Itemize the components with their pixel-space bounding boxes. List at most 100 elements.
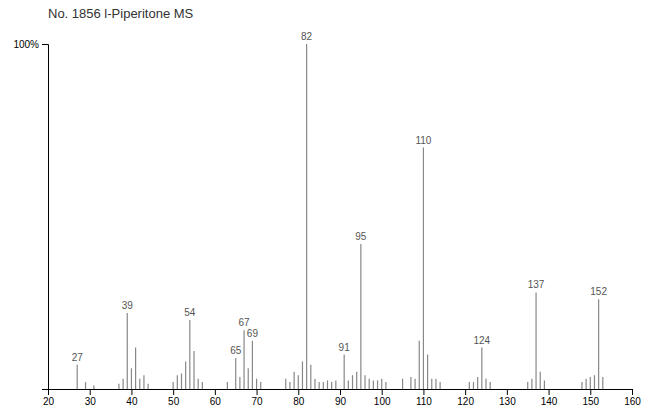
- peak: [373, 380, 374, 389]
- x-tick-mark: [340, 389, 341, 395]
- x-tick-mark: [131, 389, 132, 395]
- peak: [118, 384, 119, 389]
- peak: [410, 377, 411, 389]
- peak-label: 69: [247, 328, 259, 339]
- peak: [481, 348, 482, 389]
- peak: [344, 355, 345, 390]
- peak: [360, 244, 361, 389]
- peak: [239, 377, 240, 389]
- peak: [402, 379, 403, 389]
- peak: [331, 382, 332, 389]
- peak: [586, 379, 587, 389]
- peak-label: 110: [415, 135, 431, 146]
- peak-label: 91: [339, 342, 351, 353]
- peak: [173, 382, 174, 389]
- peak: [185, 361, 186, 389]
- x-tick-mark: [173, 389, 174, 395]
- peak: [243, 330, 244, 389]
- y-axis-line: [42, 45, 49, 390]
- peak: [285, 379, 286, 389]
- x-tick: 150: [582, 389, 599, 407]
- y-axis: 100%: [13, 39, 48, 390]
- x-tick: 30: [85, 389, 97, 407]
- peak: [419, 341, 420, 389]
- peak-label: 124: [473, 335, 490, 346]
- x-tick-mark: [549, 389, 550, 395]
- x-tick: 20: [43, 389, 55, 407]
- peak: [139, 379, 140, 389]
- peaks: [77, 44, 603, 389]
- peak: [356, 372, 357, 389]
- x-axis: 20 30 40 50 60 70 80 90 100 110 120 130 140 150 160: [43, 389, 641, 407]
- peak: [235, 358, 236, 389]
- peak: [248, 368, 249, 389]
- peak: [435, 379, 436, 389]
- x-tick-label: 80: [293, 396, 305, 407]
- x-tick: 70: [252, 389, 264, 407]
- peak: [227, 382, 228, 389]
- x-tick: 80: [293, 389, 305, 407]
- peak: [189, 320, 190, 389]
- x-tick: 90: [335, 389, 347, 407]
- x-tick-label: 160: [624, 396, 641, 407]
- x-tick: 40: [126, 389, 138, 407]
- peak-label: 67: [238, 317, 250, 328]
- chart: 20 30 40 50 60 70 80 90 100 110 120 130 140 150 160 100…: [0, 0, 650, 419]
- x-tick: 140: [541, 389, 558, 407]
- peak: [302, 361, 303, 389]
- x-tick-label: 70: [252, 396, 264, 407]
- peak: [260, 382, 261, 389]
- x-tick-label: 40: [126, 396, 138, 407]
- peak: [294, 372, 295, 389]
- peak: [527, 382, 528, 389]
- peak: [298, 375, 299, 389]
- x-tick: 50: [168, 389, 180, 407]
- peak: [93, 386, 94, 389]
- peak: [414, 379, 415, 389]
- peak: [85, 382, 86, 389]
- peak: [469, 382, 470, 389]
- peak: [590, 377, 591, 389]
- peak: [310, 365, 311, 389]
- x-tick-label: 150: [582, 396, 599, 407]
- peak: [289, 382, 290, 389]
- x-tick-mark: [423, 389, 424, 395]
- x-tick-mark: [382, 389, 383, 395]
- peak: [352, 375, 353, 389]
- x-tick-mark: [590, 389, 591, 395]
- peak: [127, 313, 128, 389]
- x-tick: 60: [210, 389, 222, 407]
- peak-label: 95: [355, 231, 367, 242]
- peak: [193, 351, 194, 389]
- x-tick-label: 20: [43, 396, 55, 407]
- x-tick-label: 140: [541, 396, 558, 407]
- peak: [306, 44, 307, 389]
- peak-label: 39: [122, 300, 134, 311]
- peak: [440, 382, 441, 389]
- peak: [485, 379, 486, 389]
- x-tick-label: 30: [85, 396, 97, 407]
- peak: [256, 379, 257, 389]
- peak: [423, 148, 424, 390]
- plot: 20 30 40 50 60 70 80 90 100 110 120 130 140 150 160 100…: [13, 31, 641, 407]
- x-tick: 110: [416, 389, 432, 407]
- x-tick: 100: [374, 389, 391, 407]
- x-tick-label: 130: [499, 396, 516, 407]
- peak: [252, 341, 253, 389]
- peak: [135, 348, 136, 389]
- x-tick-label: 50: [168, 396, 180, 407]
- peak: [202, 382, 203, 389]
- peak: [131, 368, 132, 389]
- peak: [427, 355, 428, 390]
- peak: [473, 382, 474, 389]
- peak-label: 54: [184, 307, 196, 318]
- peak: [581, 382, 582, 389]
- y-tick: 100%: [13, 39, 48, 50]
- x-tick-mark: [465, 389, 466, 395]
- peak-label: 82: [301, 31, 313, 42]
- peak: [490, 382, 491, 389]
- peak: [594, 375, 595, 389]
- peak: [535, 292, 536, 389]
- x-tick: 120: [457, 389, 474, 407]
- x-tick-label: 100: [374, 396, 391, 407]
